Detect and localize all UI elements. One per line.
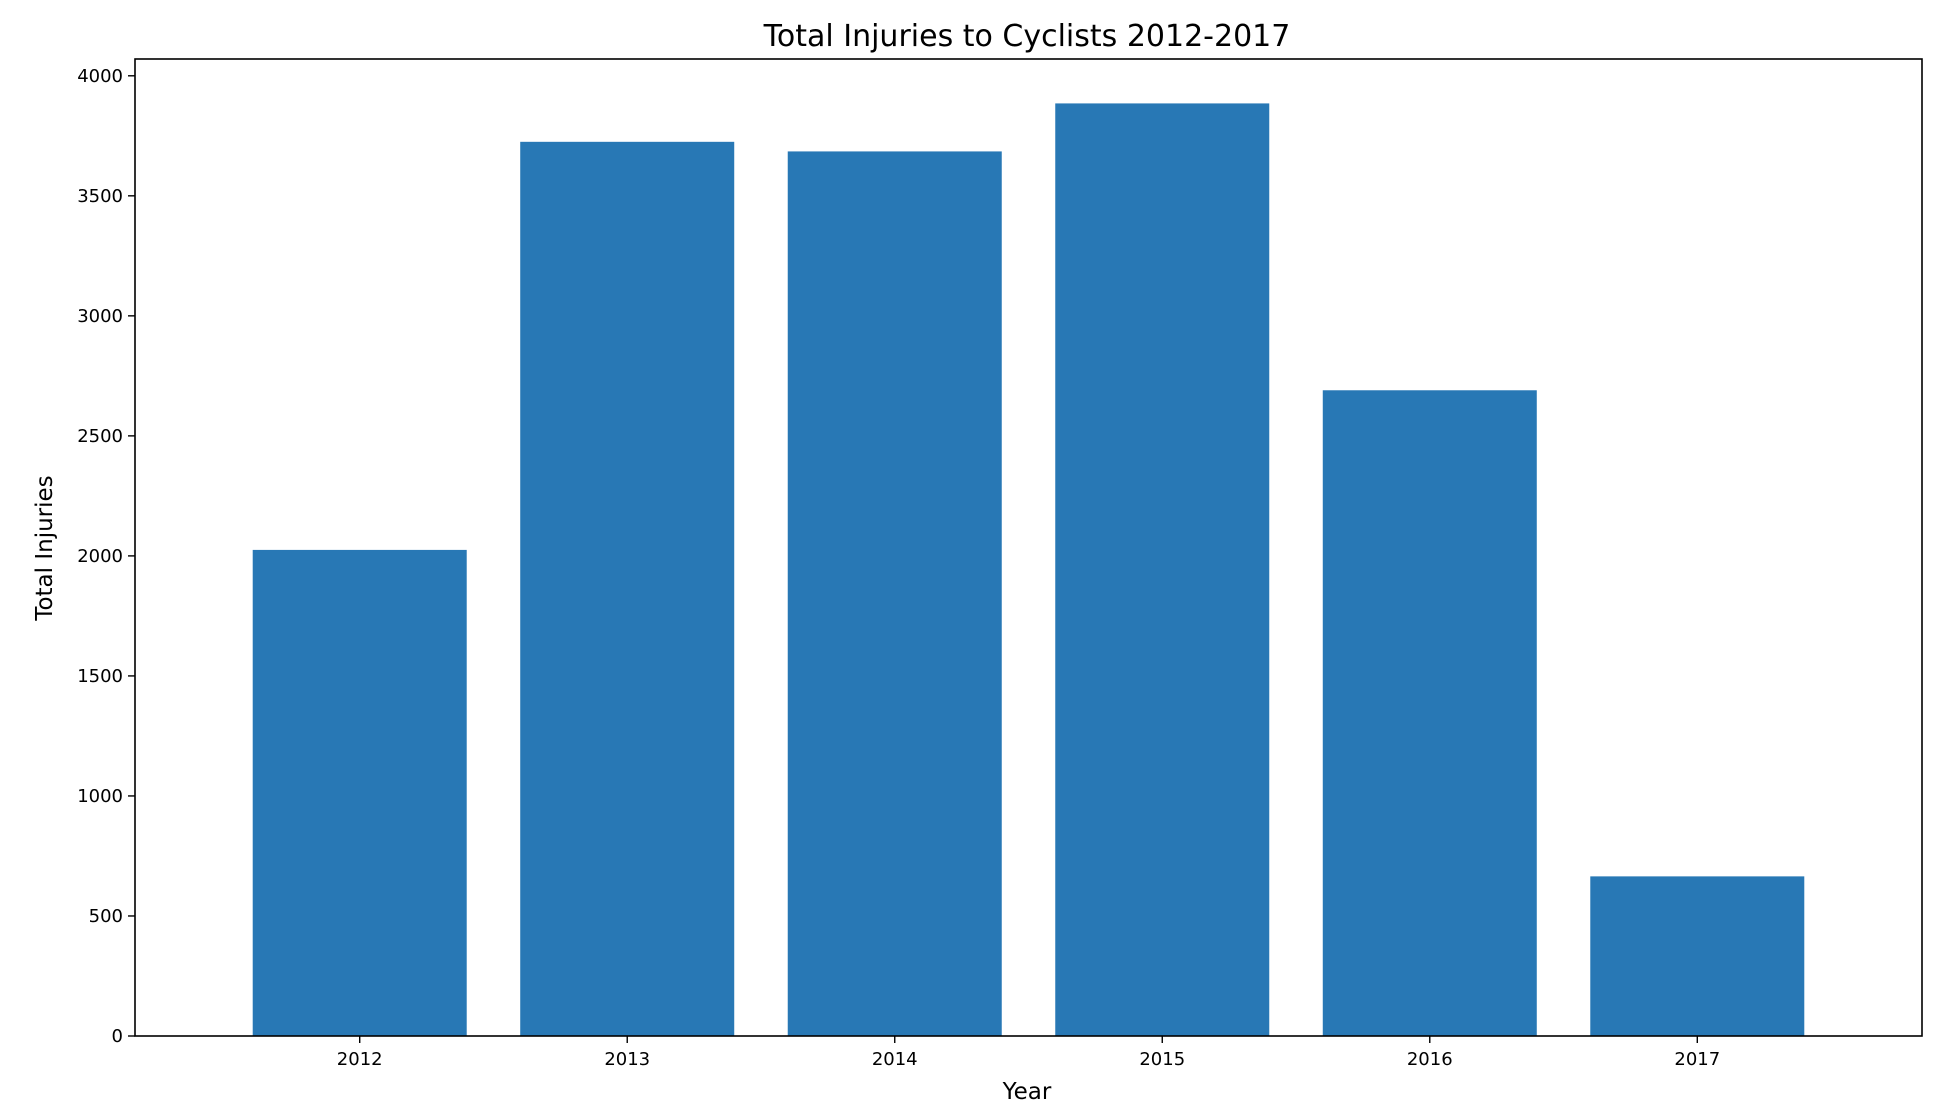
y-tick-label: 0 — [112, 1026, 123, 1047]
y-tick-label: 4000 — [77, 66, 123, 87]
x-tick-label: 2012 — [337, 1049, 383, 1070]
x-tick-label: 2015 — [1139, 1049, 1185, 1070]
x-axis-label: Year — [1002, 1079, 1052, 1105]
bar-2016 — [1322, 390, 1537, 1036]
y-axis-label: Total Injuries — [32, 475, 58, 621]
y-tick-label: 3500 — [77, 186, 123, 207]
y-tick-label: 3000 — [77, 306, 123, 327]
y-tick-label: 2000 — [77, 546, 123, 567]
plot-area-frame — [134, 58, 1923, 1037]
chart-title: Total Injuries to Cyclists 2012-2017 — [763, 19, 1291, 54]
bars-layer — [252, 103, 1805, 1037]
bar-2015 — [1055, 103, 1270, 1036]
x-tick-label: 2017 — [1674, 1049, 1720, 1070]
x-tick-label: 2016 — [1407, 1049, 1453, 1070]
bar-2012 — [252, 549, 467, 1036]
bar-2013 — [520, 141, 735, 1036]
y-tick-label: 500 — [89, 906, 123, 927]
y-tick-label: 1000 — [77, 786, 123, 807]
bar-2014 — [787, 151, 1002, 1037]
y-axis-ticks: 0 500 1000 1500 2000 2500 3000 3500 4000 — [77, 66, 135, 1047]
x-tick-label: 2014 — [872, 1049, 918, 1070]
y-tick-label: 2500 — [77, 426, 123, 447]
bar-2017 — [1590, 876, 1805, 1036]
y-tick-label: 1500 — [77, 666, 123, 687]
x-axis-ticks: 2012 2013 2014 2015 2016 2017 — [337, 1036, 1720, 1070]
x-tick-label: 2013 — [604, 1049, 650, 1070]
